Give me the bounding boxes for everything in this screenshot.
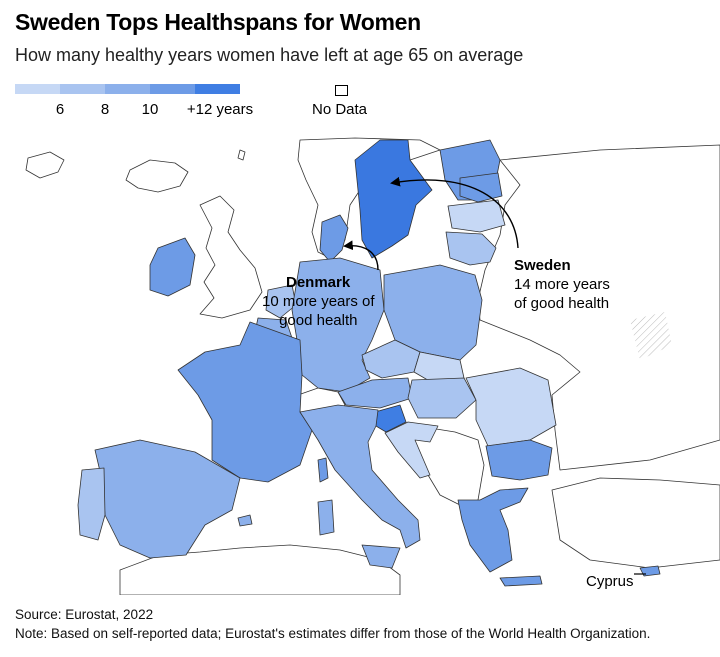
no-data-label: No Data bbox=[312, 101, 368, 118]
legend-swatch-2 bbox=[60, 84, 105, 94]
balkans-non-eu bbox=[409, 427, 485, 506]
country-corsica bbox=[317, 457, 329, 483]
legend-swatch-4 bbox=[150, 84, 195, 94]
moldova-ukraine-hatch bbox=[630, 312, 672, 360]
annotation-denmark: Denmark 10 more years of good health bbox=[262, 273, 375, 330]
chart-subtitle: How many healthy years women have left a… bbox=[15, 45, 524, 65]
iceland bbox=[125, 159, 189, 193]
country-romania bbox=[465, 367, 557, 447]
annotation-sweden-name: Sweden bbox=[514, 257, 571, 274]
country-portugal bbox=[77, 467, 106, 541]
country-sicily bbox=[361, 544, 401, 569]
legend-swatch-1 bbox=[15, 84, 60, 94]
country-estonia bbox=[459, 172, 503, 203]
legend-tick-6: 6 bbox=[55, 101, 65, 118]
turkey bbox=[551, 477, 720, 569]
legend-swatch-5 bbox=[195, 84, 240, 94]
chart-title: Sweden Tops Healthspans for Women bbox=[15, 9, 421, 35]
legend-tick-12: +12 years bbox=[186, 101, 254, 118]
country-ireland bbox=[149, 237, 196, 297]
color-legend: 6 8 10 +12 years No Data bbox=[15, 84, 435, 124]
country-bulgaria bbox=[485, 439, 553, 481]
country-greece bbox=[457, 487, 529, 573]
country-lithuania bbox=[445, 231, 497, 266]
country-poland bbox=[383, 264, 483, 361]
country-croatia bbox=[384, 421, 439, 479]
country-hungary bbox=[407, 377, 477, 419]
annotation-denmark-line2: good health bbox=[279, 312, 358, 329]
country-netherlands bbox=[265, 284, 297, 319]
no-data-swatch bbox=[335, 85, 348, 96]
country-crete bbox=[499, 575, 543, 587]
country-sardinia bbox=[317, 499, 335, 536]
country-denmark bbox=[319, 214, 349, 263]
source-text: Source: Eurostat, 2022 bbox=[15, 607, 154, 622]
note-text: Note: Based on self-reported data; Euros… bbox=[15, 626, 651, 641]
annotation-cyprus: Cyprus bbox=[586, 573, 634, 590]
shetland bbox=[237, 149, 246, 161]
country-mallorca bbox=[237, 514, 253, 527]
greenland-tip bbox=[25, 151, 65, 179]
united-kingdom bbox=[199, 195, 263, 319]
legend-tick-8: 8 bbox=[100, 101, 110, 118]
annotation-denmark-line1: 10 more years of bbox=[262, 293, 375, 310]
country-cyprus bbox=[639, 565, 661, 577]
annotation-denmark-name: Denmark bbox=[286, 274, 351, 291]
annotation-sweden-line1: 14 more years bbox=[514, 276, 610, 293]
europe-map bbox=[25, 137, 720, 595]
annotation-sweden: Sweden 14 more years of good health bbox=[514, 256, 610, 313]
legend-swatch-3 bbox=[105, 84, 150, 94]
legend-tick-10: 10 bbox=[141, 101, 159, 118]
country-latvia bbox=[447, 199, 506, 233]
annotation-sweden-line2: of good health bbox=[514, 295, 610, 312]
country-sweden bbox=[354, 139, 433, 259]
country-italy bbox=[299, 404, 421, 549]
